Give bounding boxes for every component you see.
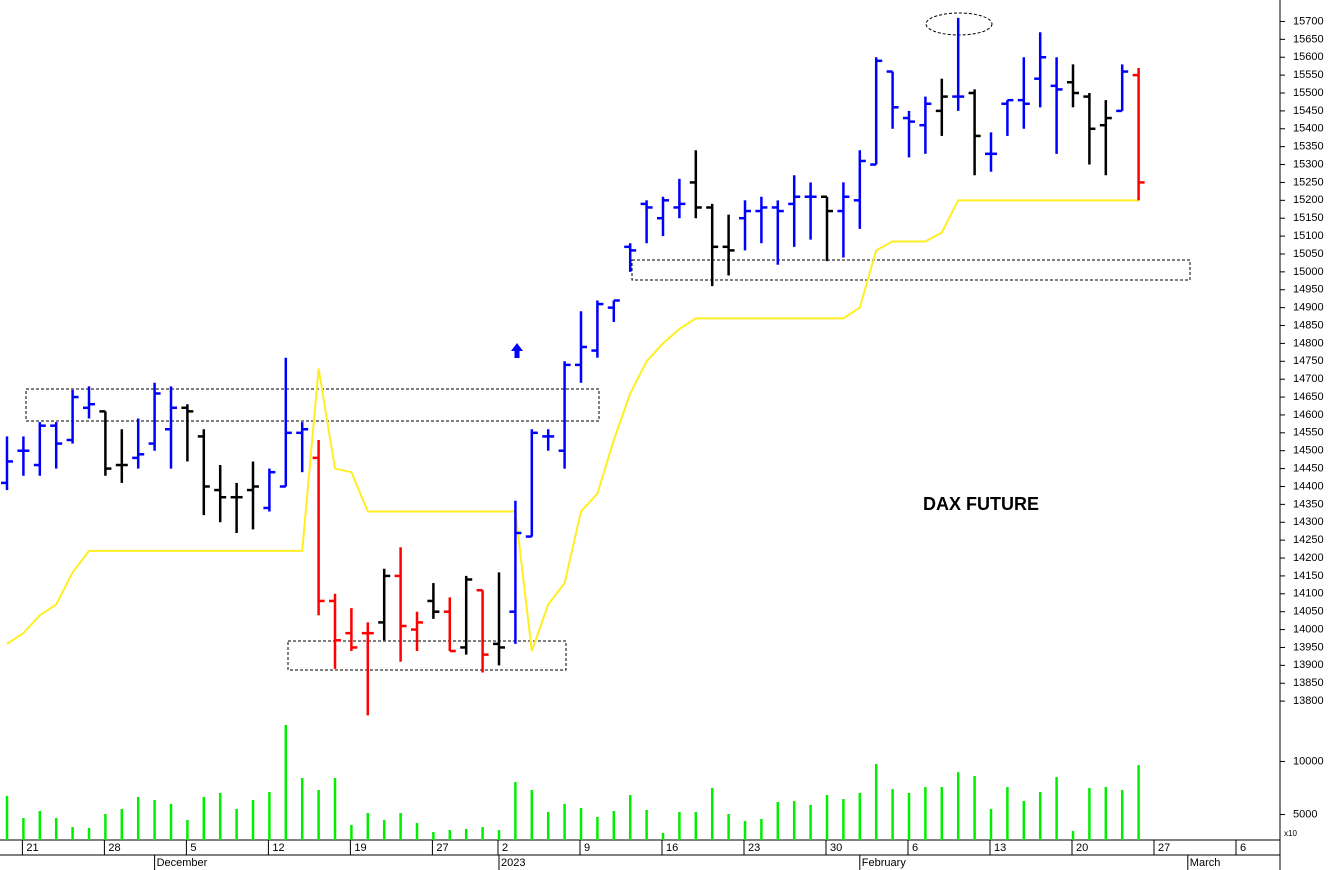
y-tick-label: 14000 xyxy=(1293,623,1324,635)
volume-unit-label: x10 xyxy=(1284,829,1297,838)
y-tick-label: 13850 xyxy=(1293,677,1324,689)
y-tick-label: 15300 xyxy=(1293,158,1324,170)
y-tick-label: 14750 xyxy=(1293,355,1324,367)
y-tick-label: 15200 xyxy=(1293,194,1324,206)
y-tick-label: 15400 xyxy=(1293,123,1324,135)
y-tick-label: 14650 xyxy=(1293,391,1324,403)
y-tick-label: 14250 xyxy=(1293,534,1324,546)
y-tick-label: 14800 xyxy=(1293,337,1324,349)
y-tick-label: 14500 xyxy=(1293,445,1324,457)
y-tick-label: 15700 xyxy=(1293,15,1324,27)
x-tick-label: 9 xyxy=(584,842,590,854)
month-label: March xyxy=(1190,857,1221,869)
support-box xyxy=(287,640,567,671)
x-tick-label: 30 xyxy=(830,842,842,854)
stop-line xyxy=(6,199,1139,652)
x-tick-label: 12 xyxy=(272,842,284,854)
y-tick-label: 15250 xyxy=(1293,176,1324,188)
y-tick-label: 14850 xyxy=(1293,319,1324,331)
y-tick-label: 14900 xyxy=(1293,302,1324,314)
x-tick-label: 13 xyxy=(994,842,1006,854)
y-tick-label: 14200 xyxy=(1293,552,1324,564)
y-tick-label: 14400 xyxy=(1293,480,1324,492)
y-tick-label: 14550 xyxy=(1293,427,1324,439)
y-tick-label: 14050 xyxy=(1293,606,1324,618)
support-box xyxy=(631,259,1191,281)
y-tick-label: 15650 xyxy=(1293,33,1324,45)
y-tick-label: 14700 xyxy=(1293,373,1324,385)
y-tick-label: 15500 xyxy=(1293,87,1324,99)
y-tick-label: 13800 xyxy=(1293,695,1324,707)
x-tick-label: 19 xyxy=(354,842,366,854)
x-tick-label: 21 xyxy=(26,842,38,854)
x-tick-label: 5 xyxy=(190,842,196,854)
volume-tick-label: 10000 xyxy=(1293,755,1324,767)
month-label: 2023 xyxy=(501,857,525,869)
x-tick-label: 27 xyxy=(436,842,448,854)
y-tick-label: 14600 xyxy=(1293,409,1324,421)
y-tick-label: 15450 xyxy=(1293,105,1324,117)
month-label: December xyxy=(157,857,208,869)
x-tick-label: 23 xyxy=(748,842,760,854)
y-tick-label: 14450 xyxy=(1293,463,1324,475)
x-tick-label: 2 xyxy=(502,842,508,854)
y-tick-label: 13900 xyxy=(1293,659,1324,671)
x-tick-label: 16 xyxy=(666,842,678,854)
month-label: February xyxy=(862,857,907,869)
y-tick-label: 15150 xyxy=(1293,212,1324,224)
y-tick-label: 15000 xyxy=(1293,266,1324,278)
x-tick-label: 27 xyxy=(1158,842,1170,854)
y-tick-label: 13950 xyxy=(1293,641,1324,653)
y-tick-label: 15600 xyxy=(1293,51,1324,63)
x-tick-label: 28 xyxy=(108,842,120,854)
chart-annotation: DAX FUTURE xyxy=(923,494,1039,514)
y-tick-label: 14150 xyxy=(1293,570,1324,582)
y-tick-label: 14300 xyxy=(1293,516,1324,528)
annotation-shapes xyxy=(25,12,1191,671)
y-tick-label: 14350 xyxy=(1293,498,1324,510)
x-tick-label: 6 xyxy=(912,842,918,854)
y-tick-label: 14100 xyxy=(1293,588,1324,600)
y-tick-label: 14950 xyxy=(1293,284,1324,296)
y-tick-label: 15350 xyxy=(1293,141,1324,153)
y-tick-label: 15050 xyxy=(1293,248,1324,260)
x-tick-label: 20 xyxy=(1076,842,1088,854)
x-tick-label: 6 xyxy=(1240,842,1246,854)
y-tick-label: 15550 xyxy=(1293,69,1324,81)
y-tick-label: 15100 xyxy=(1293,230,1324,242)
volume-tick-label: 5000 xyxy=(1293,808,1317,820)
buy-arrow xyxy=(511,343,523,358)
resistance-box xyxy=(25,388,600,422)
